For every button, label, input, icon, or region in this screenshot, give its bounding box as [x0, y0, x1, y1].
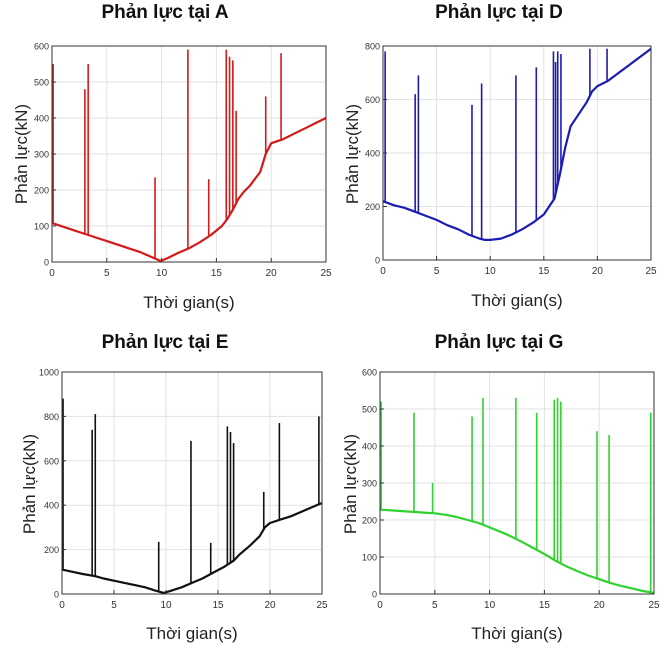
x-tick-label: 20 — [594, 600, 606, 611]
x-axis-label: Thời gian(s) — [143, 293, 235, 312]
y-tick-label: 0 — [375, 256, 380, 266]
y-axis-label: Phản lực(kN) — [12, 103, 31, 205]
y-tick-label: 800 — [365, 42, 380, 52]
y-tick-label: 100 — [34, 222, 49, 232]
axes-frame — [61, 371, 323, 595]
chart-title: Phản lực tại G — [434, 332, 564, 353]
x-tick-label: 5 — [434, 266, 440, 277]
y-tick-label: 200 — [362, 516, 377, 526]
x-tick-label: 15 — [538, 266, 550, 277]
x-tick-label: 10 — [156, 268, 168, 279]
x-tick-label: 25 — [648, 600, 660, 611]
chart-panel-e: Phản lực tại E 0 5 10 15 20 25 0 200 400 600 800 10… — [0, 330, 330, 655]
y-tick-label: 400 — [362, 442, 377, 452]
y-tick-label: 100 — [362, 553, 377, 563]
x-tick-label: 5 — [104, 268, 110, 279]
x-tick-label: 5 — [111, 600, 117, 611]
x-axis-label: Thời gian(s) — [146, 624, 238, 643]
x-tick-label: 0 — [377, 600, 383, 611]
y-tick-label: 200 — [365, 202, 380, 212]
x-tick-label: 10 — [160, 600, 172, 611]
y-tick-label: 400 — [365, 149, 380, 159]
y-tick-label: 500 — [362, 405, 377, 415]
y-tick-label: 0 — [44, 258, 49, 268]
y-tick-label: 800 — [44, 412, 59, 422]
chart-title: Phản lực tại D — [435, 2, 563, 23]
y-tick-label: 500 — [34, 78, 49, 88]
x-tick-label: 10 — [484, 600, 496, 611]
x-tick-label: 25 — [645, 266, 657, 277]
y-tick-label: 200 — [34, 186, 49, 196]
series-line — [51, 117, 327, 262]
x-tick-label: 0 — [380, 266, 386, 277]
plot-area: 0 5 10 15 20 25 0 100 200 300 400 500 600 — [34, 42, 332, 280]
x-tick-label: 20 — [592, 266, 604, 277]
x-tick-label: 15 — [211, 268, 223, 279]
chart-title: Phản lực tại A — [101, 2, 229, 23]
plot-area: 0 5 10 15 20 25 0 200 400 600 800 1000 — [39, 368, 328, 612]
y-tick-label: 400 — [34, 114, 49, 124]
x-tick-label: 20 — [264, 600, 276, 611]
chart-panel-g: Phản lực tại G 0 5 10 15 20 25 0 100 200 300 400 50… — [333, 330, 665, 655]
y-tick-label: 600 — [365, 95, 380, 105]
y-tick-label: 300 — [34, 150, 49, 160]
y-tick-label: 300 — [362, 479, 377, 489]
y-tick-label: 400 — [44, 501, 59, 511]
y-tick-label: 1000 — [39, 368, 59, 378]
series-line — [61, 501, 323, 594]
x-tick-label: 20 — [266, 268, 278, 279]
y-axis-label: Phản lực(kN) — [343, 103, 362, 205]
chart-title: Phản lực tại E — [101, 332, 229, 353]
x-tick-label: 5 — [432, 600, 438, 611]
chart-panel-d: Phản lực tại D 0 5 10 15 20 25 0 200 400 600 800 P… — [333, 0, 665, 325]
series-line — [382, 47, 652, 241]
plot-area: 0 5 10 15 20 25 0 100 200 300 400 500 600 — [362, 368, 660, 612]
y-tick-label: 600 — [34, 42, 49, 52]
plot-area: 0 5 10 15 20 25 0 200 400 600 800 — [365, 42, 657, 278]
y-tick-label: 600 — [362, 368, 377, 378]
x-tick-label: 15 — [212, 600, 224, 611]
x-axis-label: Thời gian(s) — [471, 624, 563, 643]
x-tick-label: 15 — [539, 600, 551, 611]
y-axis-label: Phản lực(kN) — [341, 433, 360, 535]
y-tick-label: 200 — [44, 545, 59, 555]
x-axis-label: Thời gian(s) — [471, 291, 563, 310]
y-tick-label: 600 — [44, 456, 59, 466]
plot-background — [62, 372, 322, 594]
x-tick-label: 10 — [485, 266, 497, 277]
y-tick-label: 0 — [54, 590, 59, 600]
y-axis-label: Phản lực(kN) — [20, 433, 39, 535]
x-tick-label: 25 — [320, 268, 332, 279]
x-tick-label: 0 — [49, 268, 55, 279]
y-tick-label: 0 — [372, 590, 377, 600]
x-tick-label: 0 — [59, 600, 65, 611]
chart-panel-a: Phản lực tại A 0 5 10 15 20 25 0 100 200 300 400 50… — [0, 0, 332, 325]
x-tick-label: 25 — [316, 600, 328, 611]
